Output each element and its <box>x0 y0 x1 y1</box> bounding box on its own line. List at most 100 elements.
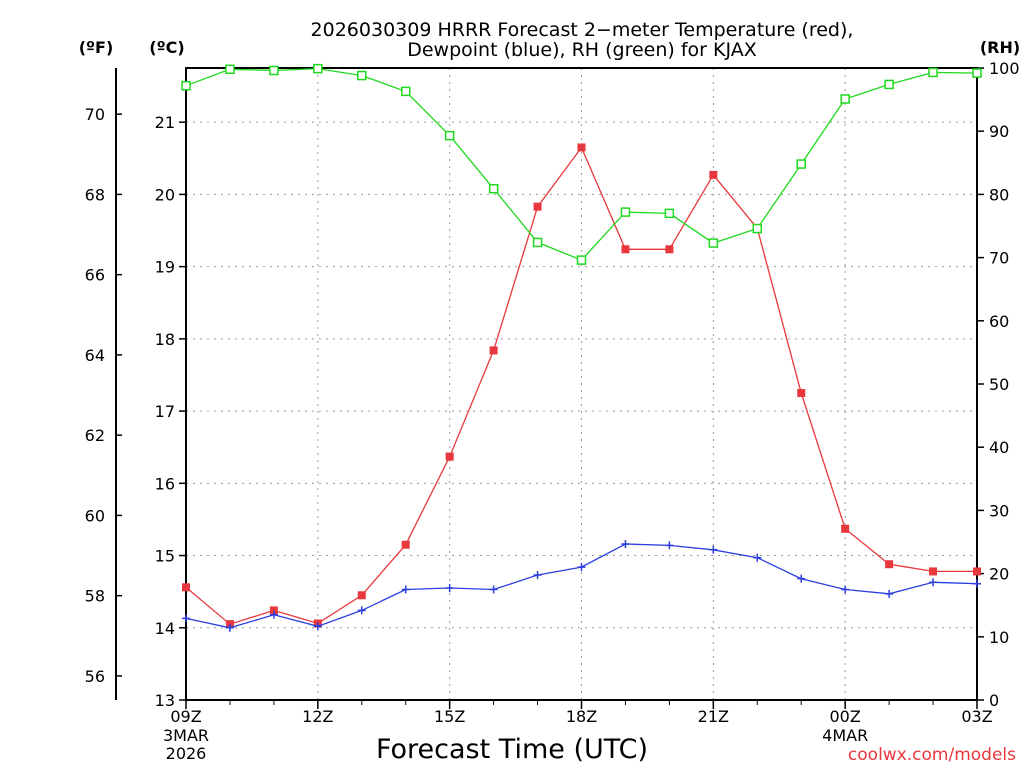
grid-lines <box>186 68 977 700</box>
rh-point <box>444 130 455 141</box>
fahrenheit-tick-label: 64 <box>85 346 105 365</box>
rh-point <box>400 86 411 97</box>
x-tick-label: 18Z <box>566 707 597 726</box>
x-tick-label: 09Z <box>170 707 201 726</box>
rh-point <box>181 80 191 91</box>
dewpoint-point <box>489 585 498 594</box>
rh-tick-label: 20 <box>989 565 1009 584</box>
temperature-point <box>665 245 674 254</box>
celsius-tick-label: 13 <box>155 691 175 710</box>
temperature-point <box>182 583 190 592</box>
temperature-point <box>445 452 454 461</box>
celsius-tick-label: 21 <box>155 113 175 132</box>
x-tick-label: 15Z <box>434 707 465 726</box>
dewpoint-point <box>577 563 586 572</box>
dewpoint-point <box>841 585 850 594</box>
celsius-unit-label: (ºC) <box>149 38 184 57</box>
dewpoint-point <box>665 541 674 550</box>
dewpoint-point <box>357 606 366 615</box>
fahrenheit-unit-label: (ºF) <box>79 38 114 57</box>
celsius-tick-label: 20 <box>155 185 175 204</box>
rh-unit-label: (RH) <box>980 38 1020 57</box>
rh-tick-label: 40 <box>989 438 1009 457</box>
x-tick-sublabel-year: 2026 <box>166 744 207 763</box>
rh-point <box>488 183 499 194</box>
temperature-point <box>709 170 718 179</box>
dewpoint-point <box>269 610 278 619</box>
dewpoint-point <box>797 574 806 583</box>
rh-point <box>796 159 806 169</box>
fahrenheit-tick-label: 66 <box>85 266 105 285</box>
celsius-tick-label: 14 <box>155 619 175 638</box>
x-tick-sublabel: 3MAR <box>163 726 209 745</box>
fahrenheit-tick-label: 58 <box>85 587 105 606</box>
celsius-tick-label: 15 <box>155 547 175 566</box>
x-tick-label: 21Z <box>698 707 729 726</box>
rh-point <box>532 237 543 248</box>
rh-tick-label: 60 <box>989 312 1009 331</box>
rh-tick-label: 0 <box>989 691 999 710</box>
dewpoint-point <box>401 585 410 594</box>
x-tick-label: 00Z <box>830 707 861 726</box>
chart-title-line1: 2026030309 HRRR Forecast 2−meter Tempera… <box>311 19 854 41</box>
temperature-point <box>533 202 542 211</box>
rh-tick-label: 80 <box>989 185 1009 204</box>
rh-point <box>972 68 982 78</box>
dewpoint-point <box>533 571 542 580</box>
temperature-point <box>269 606 278 615</box>
data-series <box>181 63 982 632</box>
rh-tick-label: 10 <box>989 628 1009 647</box>
temperature-point <box>797 389 806 398</box>
x-tick-sublabel: 4MAR <box>822 726 868 745</box>
rh-point <box>752 223 763 234</box>
temperature-point <box>929 567 938 576</box>
fahrenheit-tick-label: 70 <box>85 105 105 124</box>
dewpoint-point <box>621 539 630 548</box>
celsius-tick-label: 19 <box>155 258 175 277</box>
rh-point <box>357 70 367 81</box>
x-tick-label: 12Z <box>302 707 333 726</box>
dewpoint-point <box>182 614 190 623</box>
temperature-point <box>621 245 630 254</box>
credit-text: coolwx.com/models <box>848 745 1016 765</box>
dewpoint-point <box>225 623 234 632</box>
temperature-point <box>973 567 981 576</box>
chart-title-line2: Dewpoint (blue), RH (green) for KJAX <box>407 39 757 61</box>
temperature-point <box>357 591 366 600</box>
dewpoint-point <box>929 578 938 587</box>
fahrenheit-tick-label: 56 <box>85 667 105 686</box>
rh-tick-label: 50 <box>989 375 1009 394</box>
rh-point <box>620 207 631 217</box>
x-axis-label: Forecast Time (UTC) <box>376 734 648 765</box>
axes: 13 14 15 16 17 18 19 20 21 56 58 60 62 64 66 68 70 0 10 20 3… <box>85 59 1020 763</box>
rh-point <box>225 64 235 75</box>
fahrenheit-tick-label: 62 <box>85 426 105 445</box>
celsius-tick-label: 17 <box>155 402 175 421</box>
fahrenheit-tick-label: 60 <box>85 506 105 525</box>
rh-point <box>576 255 587 265</box>
celsius-tick-label: 18 <box>155 330 175 349</box>
rh-tick-label: 30 <box>989 501 1009 520</box>
rh-point <box>664 208 675 219</box>
rh-tick-label: 70 <box>989 249 1009 268</box>
rh-point <box>884 79 894 90</box>
dewpoint-point <box>973 579 981 588</box>
rh-point <box>269 65 279 76</box>
temperature-point <box>577 143 586 152</box>
fahrenheit-tick-label: 68 <box>85 185 105 204</box>
rh-tick-label: 100 <box>989 59 1020 78</box>
rh-tick-label: 90 <box>989 122 1009 141</box>
x-tick-label: 03Z <box>961 707 992 726</box>
rh-point <box>313 63 323 74</box>
rh-point <box>840 94 850 104</box>
rh-point <box>928 67 938 78</box>
temperature-point <box>401 540 410 549</box>
temperature-point <box>489 346 498 355</box>
dewpoint-point <box>445 584 454 593</box>
temperature-point <box>841 524 850 533</box>
dewpoint-point <box>313 622 322 631</box>
celsius-tick-label: 16 <box>155 474 175 493</box>
rh-point <box>708 238 719 248</box>
dewpoint-point <box>885 589 894 598</box>
